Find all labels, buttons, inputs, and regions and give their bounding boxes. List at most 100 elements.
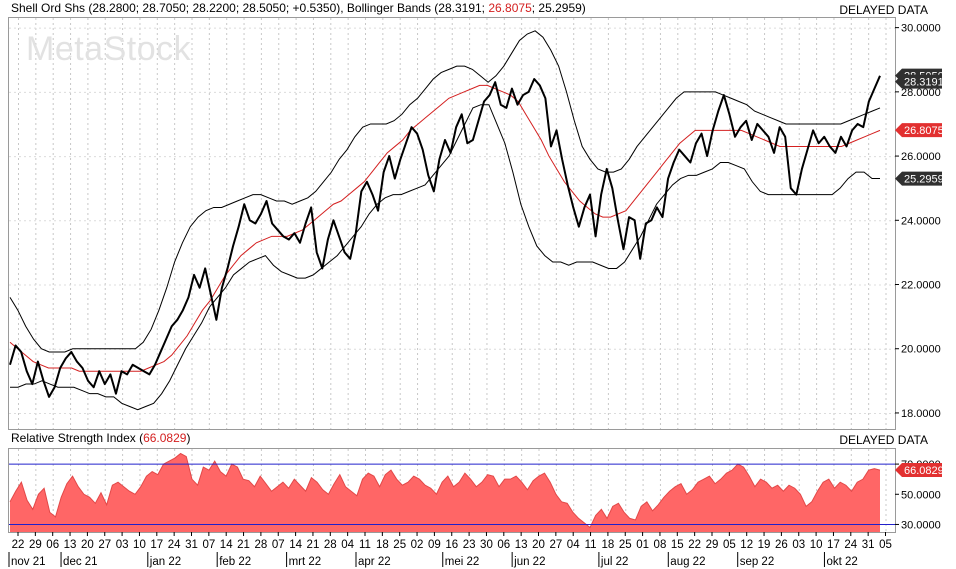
x-day-label: 10 — [133, 539, 146, 551]
main-tag-label: 25.2959 — [904, 174, 944, 186]
x-day-label: 20 — [81, 539, 94, 551]
x-day-label: 06 — [497, 539, 510, 551]
main-header-middle-band: 26.8075 — [488, 1, 532, 15]
x-day-label: 31 — [862, 539, 875, 551]
main-y-tick-label: 22.0000 — [901, 280, 941, 292]
price-line — [9, 75, 881, 398]
x-day-label: 29 — [29, 539, 42, 551]
rsi-header-prefix: Relative Strength Index ( — [11, 431, 143, 445]
x-day-label: 27 — [98, 539, 111, 551]
x-day-label: 23 — [463, 539, 476, 551]
x-day-label: 14 — [220, 539, 233, 551]
main-header-suffix: ; 25.2959) — [532, 1, 586, 15]
x-day-label: 25 — [619, 539, 632, 551]
main-tag-label: 26.8075 — [904, 125, 944, 137]
x-day-label: 25 — [393, 539, 406, 551]
x-month-label: mei 22 — [445, 556, 480, 568]
x-month-label: jul 22 — [600, 556, 629, 568]
x-month-label: nov 21 — [11, 556, 46, 568]
x-day-label: 12 — [740, 539, 753, 551]
x-day-label: 27 — [549, 539, 562, 551]
x-day-label: 15 — [671, 539, 684, 551]
x-day-label: 14 — [289, 539, 302, 551]
x-day-label: 28 — [255, 539, 268, 551]
delayed-data-label-main: DELAYED DATA — [839, 3, 928, 17]
x-day-label: 04 — [567, 539, 580, 551]
x-day-label: 06 — [46, 539, 59, 551]
x-day-label: 01 — [636, 539, 649, 551]
rsi-line — [9, 452, 881, 529]
x-day-label: 05 — [723, 539, 736, 551]
x-day-label: 11 — [359, 539, 371, 551]
x-day-label: 07 — [272, 539, 285, 551]
main-tag-box — [895, 171, 942, 186]
x-day-label: 30 — [480, 539, 493, 551]
main-y-axis: 30.0000 28.0000 26.0000 24.0000 22.0000 20.00… — [895, 23, 941, 420]
x-day-label: 20 — [532, 539, 545, 551]
delayed-data-label-rsi: DELAYED DATA — [839, 433, 928, 447]
main-tag-box — [895, 123, 942, 138]
x-day-label: 03 — [792, 539, 805, 551]
x-day-label: 19 — [758, 539, 771, 551]
x-day-label: 24 — [844, 539, 857, 551]
x-day-label: 17 — [827, 539, 840, 551]
x-day-label: 28 — [324, 539, 337, 551]
x-day-label: 22 — [12, 539, 25, 551]
x-month-label: jan 22 — [149, 556, 181, 568]
x-month-label: aug 22 — [670, 556, 705, 568]
x-day-label: 02 — [411, 539, 424, 551]
main-y-tick-label: 24.0000 — [901, 215, 941, 227]
x-day-label: 26 — [775, 539, 788, 551]
x-day-label: 08 — [654, 539, 667, 551]
rsi-tag-box — [895, 463, 942, 478]
x-day-label: 18 — [602, 539, 615, 551]
main-y-tick-label: 20.0000 — [901, 344, 941, 356]
main-y-tick-label: 18.0000 — [901, 408, 941, 420]
rsi-tag-label: 66.0829 — [904, 465, 944, 477]
x-day-label: 05 — [879, 539, 892, 551]
x-month-label: jun 22 — [513, 556, 545, 568]
main-panel-header: Shell Ord Shs (28.2800; 28.7050; 28.2200… — [11, 1, 586, 15]
x-day-label: 10 — [810, 539, 823, 551]
x-day-label: 13 — [515, 539, 528, 551]
x-month-label: okt 22 — [826, 556, 857, 568]
x-day-label: 16 — [445, 539, 458, 551]
rsi-y-tick-label: 30.0000 — [901, 519, 941, 531]
bollinger-lower-line — [10, 104, 880, 411]
x-day-label: 29 — [706, 539, 719, 551]
x-month-label: feb 22 — [219, 556, 251, 568]
x-day-label: 03 — [116, 539, 129, 551]
main-gridlines — [9, 18, 895, 429]
x-day-label: 13 — [64, 539, 77, 551]
x-day-label: 31 — [185, 539, 198, 551]
x-axis: 22 29 06 13 20 27 03 10 17 24 31 07 14 21 28 07 14 21 28 04… — [8, 532, 892, 568]
x-month-label: mrt 22 — [289, 556, 322, 568]
bollinger-upper-line — [9, 30, 881, 353]
x-day-label: 09 — [428, 539, 441, 551]
main-y-tick-label: 26.0000 — [901, 151, 941, 163]
main-header-prefix: Shell Ord Shs (28.2800; 28.7050; 28.2200… — [11, 1, 488, 15]
price-series — [9, 75, 881, 398]
watermark: MetaStock — [26, 30, 192, 68]
main-tag-box — [895, 74, 942, 89]
main-y-tick-label: 30.0000 — [901, 23, 941, 35]
x-day-label: 17 — [150, 539, 163, 551]
x-day-label: 11 — [585, 539, 597, 551]
x-day-label: 07 — [202, 539, 215, 551]
x-day-label: 21 — [307, 539, 320, 551]
rsi-header-value: 66.0829 — [143, 431, 187, 445]
rsi-panel-header: Relative Strength Index (66.0829) — [11, 431, 190, 445]
x-day-label: 18 — [376, 539, 389, 551]
rsi-y-tick-label: 50.0000 — [901, 489, 941, 501]
x-day-label: 22 — [688, 539, 701, 551]
x-day-label: 04 — [341, 539, 354, 551]
x-month-label: dec 21 — [63, 556, 98, 568]
x-day-label: 24 — [168, 539, 181, 551]
x-month-label: sep 22 — [740, 556, 775, 568]
rsi-header-suffix: ) — [186, 431, 190, 445]
x-month-label: apr 22 — [358, 556, 391, 568]
main-y-tick-label: 28.0000 — [901, 87, 941, 99]
main-tag-label: 28.3191 — [904, 77, 944, 89]
